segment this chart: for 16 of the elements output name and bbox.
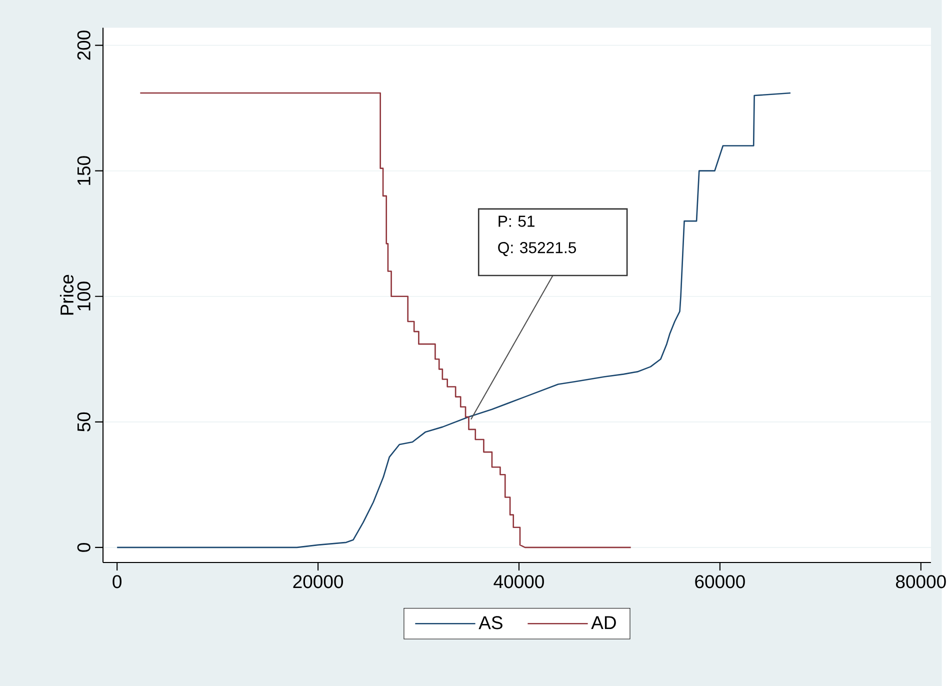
y-tick-label: 50 bbox=[77, 412, 90, 432]
x-tick-label: 20000 bbox=[293, 574, 344, 588]
x-tick-label: 0 bbox=[112, 574, 122, 588]
x-tick-label: 60000 bbox=[695, 574, 745, 588]
legend-label: AD bbox=[591, 616, 616, 629]
x-tick-label: 40000 bbox=[494, 574, 544, 588]
legend-label: AS bbox=[478, 616, 502, 630]
y-tick-label: 100 bbox=[77, 282, 90, 310]
line-series bbox=[140, 92, 632, 548]
y-tick-label: 0 bbox=[77, 542, 90, 552]
y-axis-title: Price bbox=[60, 274, 74, 315]
x-tick-label: 80000 bbox=[896, 574, 946, 588]
y-tick-label: 150 bbox=[77, 156, 90, 185]
annotation: Q: 35221.5 bbox=[498, 242, 576, 256]
annotation: P: 51 bbox=[498, 216, 534, 227]
y-tick-label: 200 bbox=[77, 30, 90, 60]
